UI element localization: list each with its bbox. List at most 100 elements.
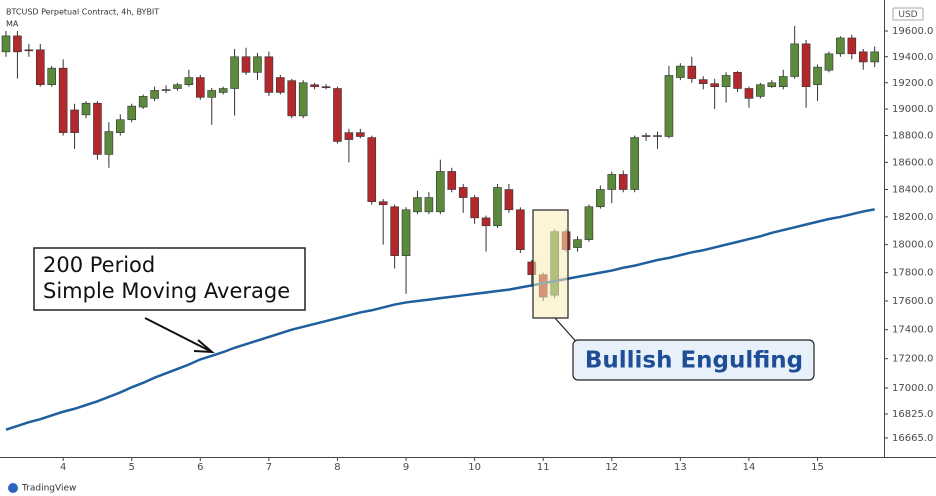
x-tick-label: 9 <box>403 462 409 473</box>
y-tick-label: 18200.0 <box>892 212 933 223</box>
candle-body <box>367 137 377 202</box>
candle-body <box>870 51 879 63</box>
indicator-label: MA <box>6 20 19 29</box>
candle-body <box>584 206 594 240</box>
x-tick-label: 12 <box>605 462 618 473</box>
candle-body <box>710 83 719 87</box>
ma-arrow-head <box>193 339 215 354</box>
candle-body <box>264 56 274 93</box>
x-tick-label: 7 <box>266 462 272 473</box>
x-tick-label: 4 <box>60 462 66 473</box>
y-tick-label: 18600.0 <box>892 157 933 168</box>
candle-body <box>196 77 205 98</box>
candle-body <box>630 137 639 190</box>
y-tick-label: 16825.0 <box>892 409 933 420</box>
candle-body <box>836 37 845 55</box>
candle-body <box>733 72 742 89</box>
candle-body <box>470 197 479 219</box>
candle-body <box>801 43 811 87</box>
candle-body <box>58 67 68 133</box>
candle-body <box>744 88 754 99</box>
candle-body <box>24 49 34 52</box>
y-tick-label: 17800.0 <box>892 268 933 279</box>
candle-body <box>607 174 617 190</box>
candle-body <box>276 77 285 93</box>
candle-body <box>618 174 628 190</box>
ma-arrow <box>144 317 211 352</box>
x-tick-label: 11 <box>537 462 550 473</box>
candle-body <box>653 135 662 137</box>
candle-body <box>333 88 342 142</box>
candle-body <box>721 75 731 87</box>
x-tick-label: 8 <box>334 462 340 473</box>
x-tick-label: 10 <box>468 462 481 473</box>
candle-body <box>858 51 868 63</box>
y-tick-label: 16665.0 <box>892 433 933 444</box>
candle-body <box>596 189 605 208</box>
candle-body <box>298 82 308 117</box>
candle-body <box>1 35 11 53</box>
pattern-label: Bullish Engulfing <box>585 348 803 374</box>
currency-badge <box>892 7 924 21</box>
ma-note-line: Simple Moving Average <box>43 279 290 303</box>
y-tick-label: 19400.0 <box>892 52 933 63</box>
candle-body <box>150 90 159 99</box>
candle-body <box>516 209 525 250</box>
logo <box>8 483 18 493</box>
candle-body <box>756 84 765 97</box>
candle-body <box>253 56 262 73</box>
ma-note-line: 200 Period <box>43 253 155 277</box>
candle-body <box>81 102 91 116</box>
candle-body <box>824 53 834 71</box>
chart-title: BTCUSD Perpetual Contract, 4h, BYBIT <box>6 8 159 17</box>
candle-body <box>698 79 708 84</box>
candle-body <box>493 187 502 227</box>
x-tick-label: 5 <box>129 462 135 473</box>
candle-body <box>424 197 434 213</box>
candle-body <box>70 109 79 133</box>
candle-body <box>778 76 788 87</box>
candle-body <box>104 131 114 155</box>
y-tick-label: 18400.0 <box>892 185 933 196</box>
candle-body <box>664 75 674 137</box>
candle-body <box>390 206 399 256</box>
candle-body <box>458 187 468 198</box>
y-tick-label: 19600.0 <box>892 26 933 37</box>
candle-body <box>47 67 57 86</box>
pattern-callout <box>572 339 815 381</box>
candle-body <box>687 65 697 79</box>
y-tick-label: 18000.0 <box>892 240 933 251</box>
candle-body <box>138 96 148 108</box>
candle-body <box>287 80 297 117</box>
candle-body <box>378 201 388 205</box>
candle-body <box>218 88 228 93</box>
candle-body <box>116 119 125 133</box>
candle-body <box>161 89 171 91</box>
x-tick-label: 6 <box>197 462 203 473</box>
branding: TradingView <box>21 484 76 494</box>
candle-body <box>813 66 822 86</box>
candle-body <box>173 84 182 89</box>
y-tick-label: 19000.0 <box>892 104 933 115</box>
y-tick-label: 17600.0 <box>892 296 933 307</box>
candle-body <box>790 43 799 77</box>
x-tick-label: 15 <box>811 462 824 473</box>
candle-body <box>413 197 422 213</box>
ma-callout <box>33 247 306 311</box>
candle-body <box>13 35 22 53</box>
candle-body <box>321 86 331 88</box>
y-tick-label: 19200.0 <box>892 78 933 89</box>
pattern-highlight <box>532 209 569 319</box>
y-tick-label: 17400.0 <box>892 325 933 336</box>
candle-body <box>447 171 457 190</box>
currency-label: USD <box>898 10 917 20</box>
candle-body <box>356 132 365 137</box>
candle-body <box>93 102 102 155</box>
candle-body <box>573 239 582 248</box>
candle-body <box>310 84 319 87</box>
moving-average-line <box>5 208 875 431</box>
y-tick-label: 17200.0 <box>892 354 933 365</box>
y-tick-label: 18800.0 <box>892 131 933 142</box>
candle-body <box>481 217 491 227</box>
y-tick-label: 17000.0 <box>892 383 933 394</box>
